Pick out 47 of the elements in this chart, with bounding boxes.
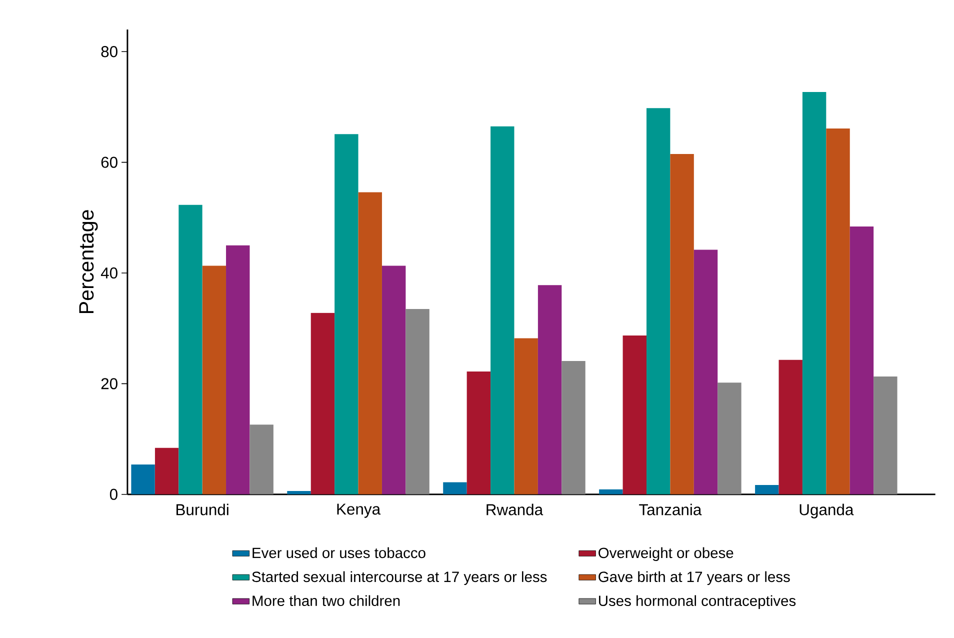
bar: [826, 128, 850, 494]
bar: [443, 482, 467, 494]
bar: [226, 245, 250, 494]
bar: [287, 491, 311, 494]
y-tick-label: 80: [101, 46, 118, 58]
bar: [334, 134, 358, 494]
y-tick-label: 60: [101, 156, 118, 168]
y-tick-label: 20: [101, 378, 118, 390]
bar: [850, 226, 874, 494]
legend-label: Started sexual intercourse at 17 years or less: [252, 571, 547, 586]
bar: [599, 489, 623, 494]
legend-label: Overweight or obese: [598, 547, 734, 562]
bar: [382, 266, 406, 494]
bar: [466, 372, 491, 494]
legend-label: Ever used or uses tobacco: [252, 547, 426, 558]
y-tick-label: 0: [110, 488, 118, 500]
y-tick-label: 40: [100, 267, 118, 279]
x-tick-label: Burundi: [176, 504, 228, 516]
bar: [514, 338, 538, 494]
bar: [778, 360, 802, 494]
x-tick-label: Kenya: [337, 504, 381, 518]
bar: [622, 336, 646, 494]
x-tick-label: Tanzania: [639, 504, 702, 516]
x-tick-label: Uganda: [800, 504, 854, 518]
bar: [538, 285, 562, 494]
bar: [406, 309, 430, 494]
bar: [562, 361, 586, 494]
legend-label: Gave birth at 17 years or less: [598, 571, 790, 586]
bar: [250, 424, 274, 494]
bar: [490, 126, 514, 494]
bar: [874, 376, 898, 494]
bar: [755, 485, 779, 494]
bar: [718, 382, 742, 494]
bar: [646, 108, 670, 494]
bar: [178, 204, 202, 494]
bar: [694, 250, 718, 494]
bar: [670, 154, 694, 494]
bar: [358, 192, 382, 494]
bar: [131, 464, 155, 494]
legend-label: Uses hormonal contraceptives: [599, 595, 796, 610]
x-tick-label: Rwanda: [486, 504, 544, 516]
bar: [310, 312, 335, 494]
legend-label: More than two children: [252, 595, 400, 606]
y-axis-title: Percentage: [79, 210, 98, 314]
bar: [802, 92, 826, 494]
bar: [154, 448, 179, 494]
bar: [202, 266, 226, 494]
